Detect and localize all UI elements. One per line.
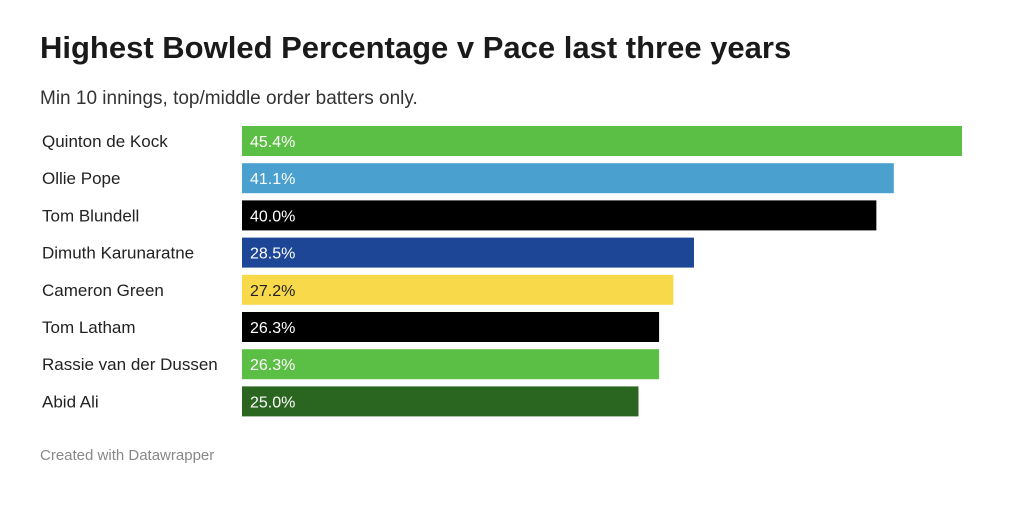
bar bbox=[242, 200, 877, 231]
chart-subtitle: Min 10 innings, top/middle order batters… bbox=[40, 88, 418, 109]
value-label: 27.2% bbox=[250, 283, 295, 300]
value-label: 25.0% bbox=[250, 394, 295, 411]
bar bbox=[242, 349, 660, 380]
bar bbox=[242, 312, 660, 342]
bar bbox=[242, 126, 962, 156]
category-label: Dimuth Karunaratne bbox=[42, 244, 194, 263]
category-label: Rassie van der Dussen bbox=[42, 355, 218, 374]
category-label: Cameron Green bbox=[42, 281, 164, 300]
category-label: Abid Ali bbox=[42, 392, 99, 411]
value-label: 40.0% bbox=[250, 208, 295, 225]
category-label: Quinton de Kock bbox=[42, 132, 168, 151]
value-label: 26.3% bbox=[250, 320, 295, 337]
bar bbox=[242, 237, 694, 268]
value-label: 26.3% bbox=[250, 357, 295, 374]
bar bbox=[242, 163, 894, 194]
value-label: 45.4% bbox=[250, 134, 295, 151]
bar bbox=[242, 386, 639, 417]
value-label: 28.5% bbox=[250, 246, 295, 263]
category-label: Ollie Pope bbox=[42, 169, 120, 188]
value-label: 41.1% bbox=[250, 171, 295, 188]
chart-title: Highest Bowled Percentage v Pace last th… bbox=[40, 30, 792, 65]
category-label: Tom Latham bbox=[42, 318, 136, 337]
bar bbox=[242, 274, 674, 305]
category-label: Tom Blundell bbox=[42, 206, 139, 225]
credit-footer: Created with Datawrapper bbox=[40, 447, 215, 464]
